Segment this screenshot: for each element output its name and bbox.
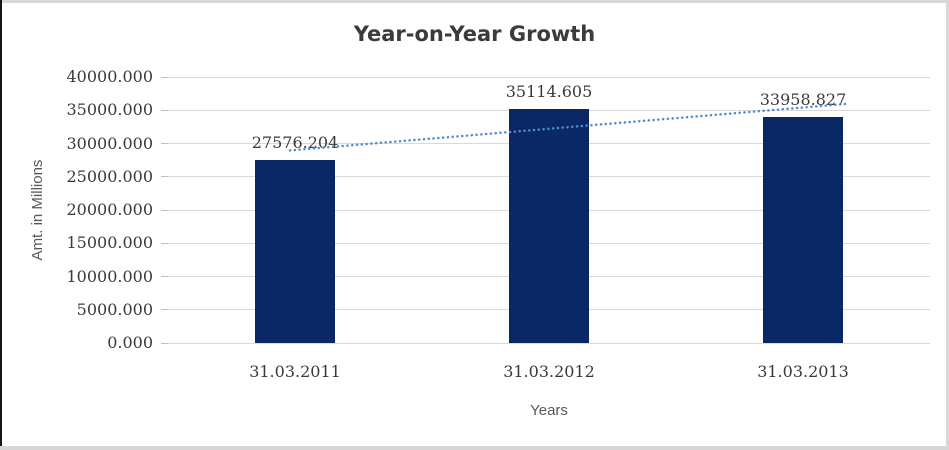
y-tick-label: 5000.000 [76,299,153,319]
x-tick-label: 31.03.2013 [757,362,849,381]
bar[interactable] [763,117,843,343]
bar[interactable] [509,109,589,343]
data-label: 35114.605 [505,82,593,102]
data-label: 33958.827 [759,90,847,110]
y-tick-label: 35000.000 [66,100,153,120]
gridline [168,76,930,78]
x-tick-label: 31.03.2012 [503,362,595,381]
y-tick-label: 0.000 [107,333,153,352]
chart-title: Year-on-Year Growth [353,22,596,46]
bar[interactable] [255,159,335,343]
x-tick-label: 31.03.2011 [249,362,341,381]
y-tick-label: 40000.000 [66,67,153,86]
y-tick-mark [161,209,168,211]
y-tick-mark [161,342,168,344]
y-tick-mark [161,242,168,244]
y-tick-label: 15000.000 [66,233,153,253]
y-tick-label: 30000.000 [66,133,153,153]
y-tick-mark [161,276,168,277]
y-tick-mark [161,309,168,311]
y-tick-label: 20000.000 [66,200,153,219]
frame-border-left [0,0,2,450]
y-tick-mark [161,176,168,178]
frame-border-bottom [0,446,949,450]
gridline [168,342,930,344]
y-tick-mark [161,143,168,144]
frame-border-right [946,0,949,450]
y-tick-mark [161,76,168,78]
y-tick-label: 25000.000 [66,166,153,186]
data-label: 27576.204 [251,132,339,152]
frame-border-top [0,0,949,3]
y-tick-label: 10000.000 [66,266,153,286]
y-tick-mark [161,109,168,111]
x-axis-title: Years [530,402,568,419]
